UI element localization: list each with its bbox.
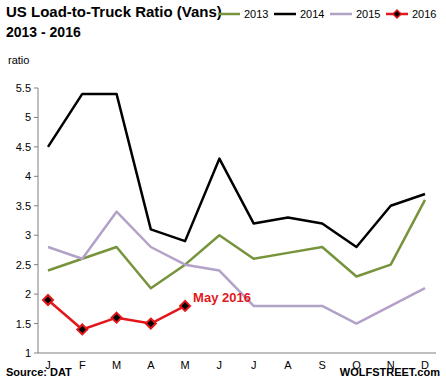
y-tick — [34, 353, 38, 354]
marker — [112, 313, 122, 323]
y-tick — [34, 88, 38, 89]
y-tick-label: 3 — [25, 229, 31, 241]
legend-swatch — [274, 13, 296, 16]
y-tick — [34, 235, 38, 236]
y-tick — [34, 176, 38, 177]
legend-swatch — [330, 13, 352, 16]
x-axis — [38, 353, 436, 354]
background — [0, 0, 446, 380]
x-tick-label: S — [319, 359, 326, 371]
legend-label: 2013 — [244, 8, 268, 20]
credit: WOLFSTREET.com — [340, 366, 440, 378]
y-tick — [34, 205, 38, 206]
y-tick-label: 2.5 — [16, 259, 31, 271]
series-line — [48, 212, 425, 324]
series-line — [48, 94, 425, 247]
x-tick-label: M — [181, 359, 190, 371]
annotation: May 2016 — [193, 290, 251, 305]
y-tick — [34, 323, 38, 324]
y-tick — [34, 264, 38, 265]
marker — [146, 319, 156, 329]
chart: US Load-to-Truck Ratio (Vans) 2013 - 2016… — [0, 0, 446, 380]
x-tick-label: J — [251, 359, 257, 371]
y-tick-label: 4.5 — [16, 141, 31, 153]
legend-swatch — [218, 13, 240, 16]
y-tick-label: 3.5 — [16, 200, 31, 212]
y-tick-label: 5 — [25, 111, 31, 123]
y-tick — [34, 117, 38, 118]
x-tick-label: M — [112, 359, 121, 371]
x-tick-label: F — [79, 359, 86, 371]
y-axis — [38, 88, 39, 353]
y-tick-label: 5.5 — [16, 82, 31, 94]
x-tick-label: A — [147, 359, 155, 371]
x-tick-label: J — [217, 359, 223, 371]
x-tick-label: A — [284, 359, 292, 371]
title: US Load-to-Truck Ratio (Vans) — [6, 3, 222, 20]
legend-label: 2015 — [356, 8, 380, 20]
plot-area — [43, 94, 425, 335]
series-line — [48, 300, 185, 329]
marker — [180, 301, 190, 311]
legend-label: 2014 — [300, 8, 324, 20]
y-tick — [34, 294, 38, 295]
y-tick-label: 1 — [25, 347, 31, 359]
y-tick-label: 1.5 — [16, 318, 31, 330]
y-tick — [34, 146, 38, 147]
legend-marker — [393, 10, 401, 18]
source: Source: DAT — [6, 366, 72, 378]
marker — [43, 295, 53, 305]
legend-label: 2016 — [412, 8, 436, 20]
series-line — [48, 200, 425, 288]
marker — [77, 324, 87, 334]
y-tick-label: 4 — [25, 170, 31, 182]
y-tick-label: 2 — [25, 288, 31, 300]
y-axis-label: ratio — [8, 54, 29, 66]
subtitle: 2013 - 2016 — [6, 24, 81, 40]
